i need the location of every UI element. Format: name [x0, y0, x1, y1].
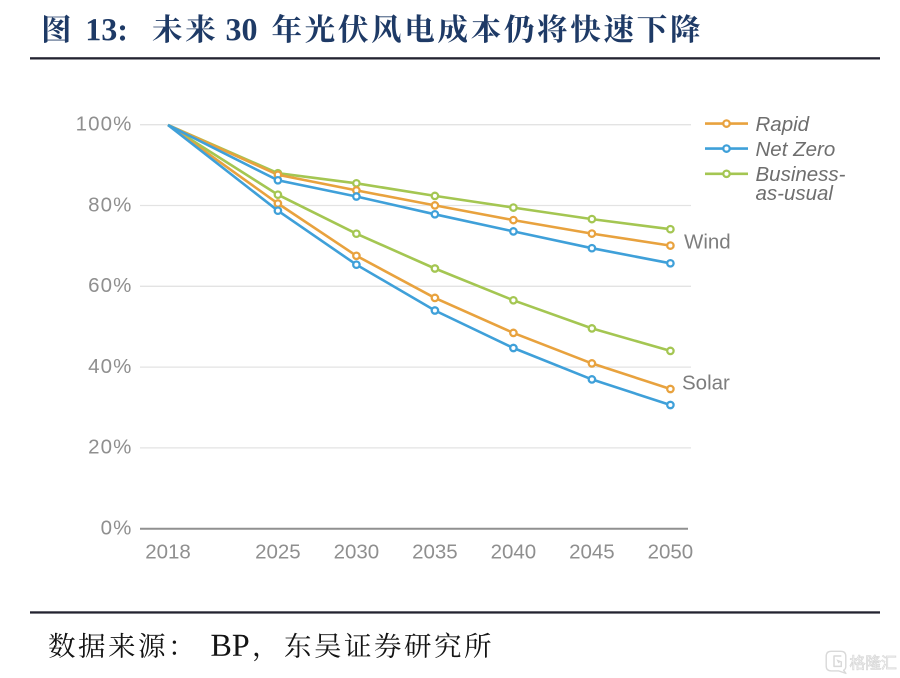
svg-text:20%: 20% — [88, 436, 132, 459]
svg-text:100%: 100% — [76, 113, 133, 136]
svg-text:2018: 2018 — [145, 541, 191, 564]
svg-text:2050: 2050 — [648, 541, 694, 564]
svg-text:Rapid: Rapid — [756, 113, 810, 136]
svg-text:Solar: Solar — [682, 372, 730, 395]
svg-text:Net Zero: Net Zero — [756, 138, 836, 161]
svg-text:2040: 2040 — [491, 541, 537, 564]
svg-text:40%: 40% — [88, 355, 132, 378]
svg-text:0%: 0% — [101, 517, 133, 540]
svg-text:60%: 60% — [88, 274, 132, 297]
svg-text:Business-: Business- — [756, 163, 846, 186]
svg-text:80%: 80% — [88, 193, 132, 216]
svg-text:2025: 2025 — [255, 541, 301, 564]
svg-text:as-usual: as-usual — [756, 182, 835, 205]
svg-text:2030: 2030 — [334, 541, 380, 564]
svg-text:2035: 2035 — [412, 541, 458, 564]
svg-text:Wind: Wind — [684, 231, 731, 254]
svg-text:2045: 2045 — [569, 541, 615, 564]
